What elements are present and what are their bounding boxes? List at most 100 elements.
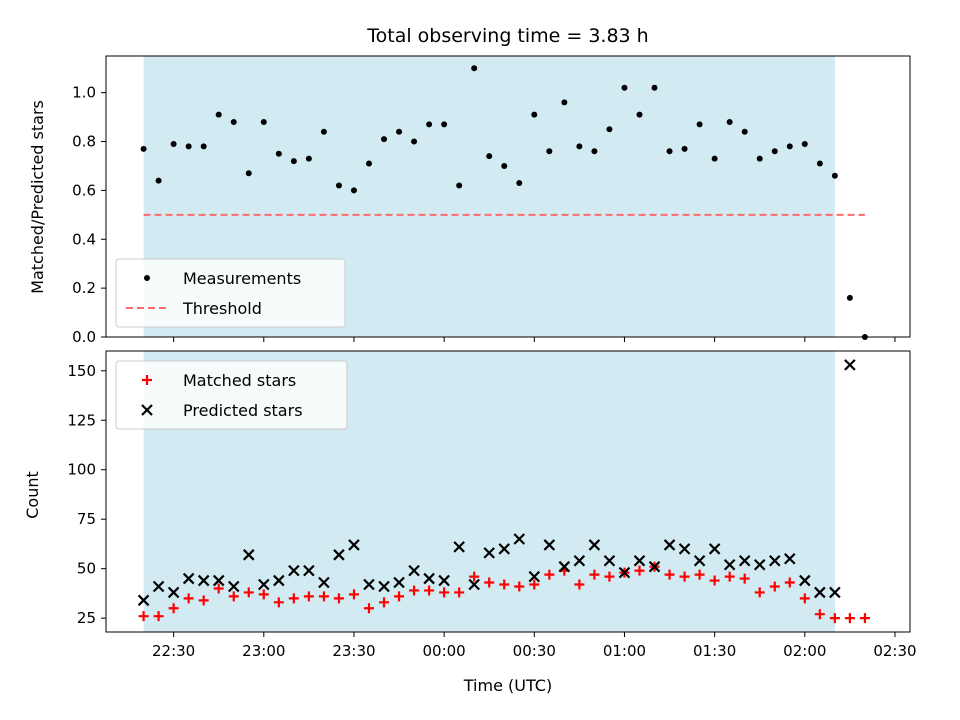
- data-point: [168, 603, 179, 614]
- legend-key: [142, 375, 152, 385]
- data-point: [708, 543, 721, 555]
- data-point: [529, 579, 540, 590]
- data-point: [275, 150, 282, 157]
- data-point: [167, 586, 180, 599]
- data-point: [333, 593, 344, 604]
- data-point: [561, 99, 568, 106]
- data-point: [258, 578, 270, 591]
- data-point: [197, 574, 210, 587]
- data-point: [152, 580, 165, 593]
- chart-title: Total observing time = 3.83 h: [366, 25, 648, 47]
- legend-box: [115, 360, 348, 430]
- data-point: [709, 575, 720, 586]
- data-point: [138, 611, 149, 622]
- y-tick-label: 150: [67, 362, 96, 380]
- x-tick-label: 22:30: [152, 642, 195, 660]
- data-point: [379, 597, 390, 608]
- data-point: [393, 576, 405, 589]
- data-point: [726, 118, 733, 125]
- legend-key: [141, 404, 153, 416]
- y-tick-label: 125: [67, 411, 96, 429]
- data-point: [786, 143, 793, 150]
- data-point: [484, 577, 495, 588]
- data-point: [468, 578, 480, 591]
- axes-frame: [105, 350, 911, 633]
- data-point: [859, 613, 870, 624]
- data-point: [318, 576, 330, 589]
- legend-label: Measurements: [183, 269, 301, 288]
- data-point: [230, 118, 237, 125]
- data-point: [200, 143, 207, 150]
- data-point: [711, 155, 718, 162]
- data-point: [483, 547, 495, 559]
- data-point: [741, 128, 748, 135]
- data-point: [318, 591, 329, 602]
- y-tick-label: 0.2: [72, 279, 96, 297]
- data-point: [486, 153, 493, 160]
- legend-label: Matched stars: [183, 371, 296, 390]
- data-point: [783, 553, 796, 565]
- data-point: [831, 172, 838, 179]
- data-point: [396, 128, 403, 135]
- x-tick-label: 00:30: [513, 642, 556, 660]
- data-point: [182, 572, 195, 585]
- data-point: [768, 554, 781, 567]
- data-point: [814, 586, 826, 599]
- data-point: [363, 578, 375, 591]
- x-tick-label: 01:30: [693, 642, 736, 660]
- data-point: [621, 84, 628, 91]
- data-point: [769, 581, 780, 592]
- data-point: [288, 593, 299, 604]
- data-point: [348, 539, 360, 551]
- data-point: [844, 359, 856, 371]
- data-point: [829, 613, 840, 624]
- data-point: [753, 558, 766, 571]
- data-point: [666, 148, 673, 155]
- x-tick-label: 23:00: [242, 642, 285, 660]
- data-point: [724, 571, 735, 582]
- data-point: [636, 111, 643, 118]
- data-point: [604, 571, 615, 582]
- top-y-axis-label: Matched/Predicted stars: [28, 100, 47, 294]
- x-tick-label: 01:00: [603, 642, 646, 660]
- data-point: [498, 543, 511, 555]
- data-point: [648, 560, 661, 573]
- data-point: [501, 162, 508, 169]
- legend-key: [144, 275, 150, 281]
- data-point: [333, 549, 345, 561]
- data-point: [258, 589, 269, 600]
- data-point: [438, 574, 450, 587]
- data-point: [423, 572, 435, 585]
- x-tick-label: 02:00: [783, 642, 826, 660]
- data-point: [606, 126, 613, 133]
- data-point: [693, 554, 706, 567]
- data-point: [140, 145, 147, 152]
- data-point: [439, 587, 450, 598]
- data-point: [288, 564, 300, 577]
- data-point: [633, 554, 646, 567]
- legend: Matched stars Predicted stars: [115, 360, 348, 430]
- data-point: [215, 111, 222, 118]
- data-point: [738, 554, 751, 567]
- data-point: [846, 294, 853, 301]
- data-point: [799, 593, 810, 604]
- y-tick-label: 0.8: [72, 133, 96, 151]
- data-point: [591, 148, 598, 155]
- data-point: [303, 591, 314, 602]
- data-point: [784, 577, 795, 588]
- data-point: [305, 155, 312, 162]
- data-point: [663, 539, 676, 551]
- data-point: [381, 136, 388, 143]
- y-tick-label: 1.0: [72, 84, 96, 102]
- data-point: [469, 571, 480, 582]
- series-predicted-stars: [137, 359, 856, 607]
- data-point: [348, 589, 359, 600]
- data-point: [456, 182, 463, 189]
- axes-frame: [105, 55, 911, 338]
- data-point: [394, 591, 405, 602]
- data-point: [651, 84, 658, 91]
- data-point: [723, 558, 736, 571]
- data-point: [664, 569, 675, 580]
- data-point: [528, 570, 541, 583]
- data-point: [303, 564, 315, 577]
